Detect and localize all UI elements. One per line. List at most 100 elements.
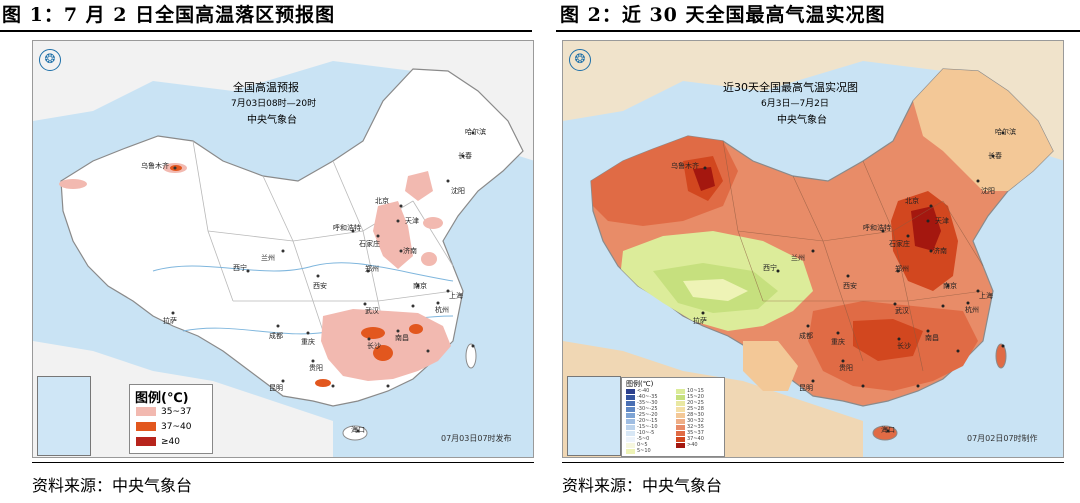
legend-1-title: 图例(℃) — [135, 391, 189, 406]
legend-swatch — [676, 389, 685, 394]
city-label: 哈尔滨 — [995, 128, 1016, 136]
neighbor-land-north — [33, 41, 533, 161]
city-label: 贵阳 — [309, 364, 323, 372]
legend-label: 35~37 — [687, 430, 704, 436]
heat-zone-liaoning — [405, 171, 433, 201]
city-label: 昆明 — [269, 384, 283, 392]
heat-zone-fujian-core — [409, 324, 423, 334]
legend-swatch — [676, 443, 685, 448]
legend-entry: -35~-30 — [626, 400, 676, 407]
city-label: 南京 — [943, 282, 957, 290]
city-label: 长沙 — [367, 342, 381, 350]
city-label: 乌鲁木齐 — [671, 162, 699, 170]
legend-entry: -5~0 — [626, 436, 676, 443]
legend-entry: 32~35 — [676, 424, 726, 431]
issue-stamp-1: 07月03日07时发布 — [441, 434, 512, 443]
title-rule-right — [556, 30, 1080, 32]
city-label: 石家庄 — [359, 240, 380, 248]
legend-swatch — [676, 401, 685, 406]
city-label: 乌鲁木齐 — [141, 162, 169, 170]
legend-label: 35~37 — [161, 407, 192, 417]
legend-label: 30~32 — [687, 418, 704, 424]
legend-swatch — [626, 389, 635, 394]
legend-label: -20~-15 — [637, 418, 658, 424]
legend-swatch — [136, 437, 156, 446]
temp-zone-plateau-peak — [683, 279, 748, 301]
figure-2-title: 图 2：近 30 天全国最高气温实况图 — [560, 4, 886, 26]
city-label: 沈阳 — [981, 187, 995, 195]
city-label: 海口 — [881, 426, 895, 434]
legend-entry: 37~40 — [676, 436, 726, 443]
city-label: 济南 — [933, 247, 947, 255]
city-label: 天津 — [935, 217, 949, 225]
legend-swatch — [626, 413, 635, 418]
heat-zone-jiangsu — [421, 252, 437, 266]
legend-1-row: 35~37 — [136, 407, 191, 418]
max-temperature-map — [563, 41, 1063, 457]
issue-stamp-2: 07月02日07时制作 — [967, 434, 1038, 443]
heat-zone-xinjiang-west — [59, 179, 87, 189]
legend-label: 32~35 — [687, 424, 704, 430]
legend-swatch — [626, 395, 635, 400]
legend-entry: -10~-5 — [626, 430, 676, 437]
map-2-org: 中央气象台 — [777, 115, 827, 126]
city-label: 西宁 — [763, 264, 777, 272]
city-label: 北京 — [905, 197, 919, 205]
heat-zone-hunan-core — [361, 327, 385, 339]
south-china-sea-inset — [37, 376, 91, 456]
temp-zone-turpan-core — [693, 167, 715, 191]
legend-swatch — [626, 407, 635, 412]
heat-zone-hebei — [373, 201, 413, 269]
legend-label: 20~25 — [687, 400, 704, 406]
map-panel-2: ❂ 近30天全国最高气温实况图 6月3日—7月2日 中央气象台 乌鲁木齐 北京 … — [562, 40, 1064, 458]
city-label: 北京 — [375, 197, 389, 205]
city-label: 兰州 — [791, 254, 805, 262]
city-label: 兰州 — [261, 254, 275, 262]
city-label: 石家庄 — [889, 240, 910, 248]
cma-logo-icon: ❂ — [39, 49, 61, 71]
city-label: 昆明 — [799, 384, 813, 392]
legend-label: 28~30 — [687, 412, 704, 418]
city-label: 长春 — [458, 152, 472, 160]
legend-swatch — [136, 407, 156, 416]
legend-entry: 28~30 — [676, 412, 726, 419]
city-label: 上海 — [979, 292, 993, 300]
cma-logo-icon: ❂ — [569, 49, 591, 71]
legend-entry: 10~15 — [676, 388, 726, 395]
title-rule-left — [0, 30, 532, 32]
legend-entry: 0~5 — [626, 442, 676, 449]
city-label: 上海 — [449, 292, 463, 300]
city-label: 郑州 — [365, 265, 379, 273]
city-label: 长沙 — [897, 342, 911, 350]
source-note-1: 资料来源：中央气象台 — [32, 476, 193, 495]
legend-swatch — [626, 425, 635, 430]
map-panel-1: ❂ 全国高温预报 7月03日08时—20时 中央气象台 乌鲁木齐 北京 天津 石… — [32, 40, 534, 458]
taiwan-island — [995, 343, 1007, 369]
legend-entry: -25~-20 — [626, 412, 676, 419]
heat-zone-shandong — [423, 217, 443, 229]
legend-swatch — [626, 437, 635, 442]
city-label: 沈阳 — [451, 187, 465, 195]
temp-zone-hebei-core — [911, 206, 941, 251]
legend-label: <-40 — [637, 388, 650, 394]
legend-entry: -20~-15 — [626, 418, 676, 425]
legend-swatch — [626, 401, 635, 406]
legend-entry: -15~-10 — [626, 424, 676, 431]
bottom-rule-right — [562, 462, 1064, 463]
legend-entry: 20~25 — [676, 400, 726, 407]
legend-label: 37~40 — [687, 436, 704, 442]
bottom-rule-left — [32, 462, 534, 463]
city-label: 济南 — [403, 247, 417, 255]
city-dots — [701, 131, 1005, 433]
taiwan-island — [465, 343, 477, 369]
legend-label: -40~-35 — [637, 394, 658, 400]
city-label: 武汉 — [895, 307, 909, 315]
city-label: 南昌 — [395, 334, 409, 342]
hainan-island — [342, 425, 368, 441]
legend-label: 37~40 — [161, 422, 192, 432]
city-label: 拉萨 — [693, 317, 707, 325]
neighbor-land-north — [563, 41, 1063, 161]
legend-label: -30~-25 — [637, 406, 658, 412]
city-label: 西安 — [843, 282, 857, 290]
map-2-subtitle: 6月3日—7月2日 — [761, 99, 829, 109]
